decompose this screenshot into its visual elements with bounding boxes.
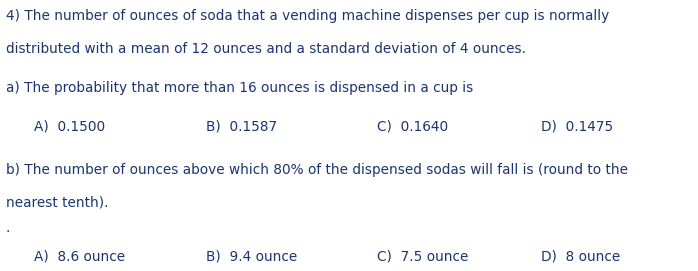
Text: nearest tenth).: nearest tenth). (6, 195, 108, 209)
Text: a) The probability that more than 16 ounces is dispensed in a cup is: a) The probability that more than 16 oun… (6, 81, 473, 95)
Text: A)  8.6 ounce: A) 8.6 ounce (34, 249, 125, 263)
Text: .: . (6, 221, 10, 235)
Text: distributed with a mean of 12 ounces and a standard deviation of 4 ounces.: distributed with a mean of 12 ounces and… (6, 42, 526, 56)
Text: B)  9.4 ounce: B) 9.4 ounce (206, 249, 297, 263)
Text: b) The number of ounces above which 80% of the dispensed sodas will fall is (rou: b) The number of ounces above which 80% … (6, 163, 628, 177)
Text: 4) The number of ounces of soda that a vending machine dispenses per cup is norm: 4) The number of ounces of soda that a v… (6, 9, 609, 24)
Text: D)  0.1475: D) 0.1475 (541, 119, 614, 133)
Text: C)  7.5 ounce: C) 7.5 ounce (377, 249, 468, 263)
Text: D)  8 ounce: D) 8 ounce (541, 249, 621, 263)
Text: C)  0.1640: C) 0.1640 (377, 119, 448, 133)
Text: A)  0.1500: A) 0.1500 (34, 119, 105, 133)
Text: B)  0.1587: B) 0.1587 (206, 119, 277, 133)
